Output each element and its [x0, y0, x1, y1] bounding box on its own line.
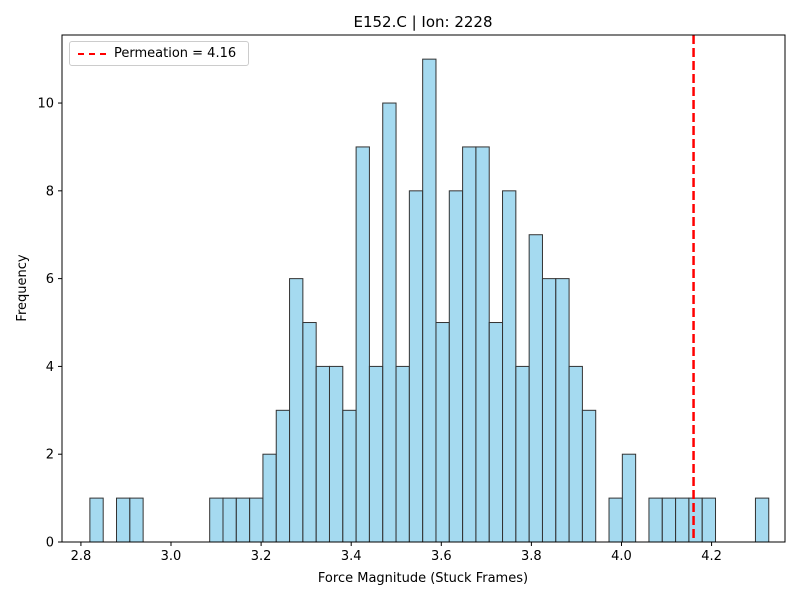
histogram-bar — [222, 497, 237, 543]
y-axis-label: Frequency — [15, 254, 30, 321]
histogram-bars — [89, 58, 770, 543]
x-tick-label: 3.0 — [161, 549, 182, 564]
histogram-bar — [289, 278, 304, 543]
histogram-bar — [701, 497, 717, 543]
histogram-bar — [568, 365, 583, 543]
histogram-bar — [661, 497, 677, 543]
histogram-bar — [275, 409, 291, 543]
histogram-bar — [621, 453, 637, 543]
histogram-bar — [502, 190, 517, 543]
histogram-bar — [129, 497, 144, 543]
x-tick-label: 3.4 — [341, 549, 362, 564]
histogram-bar — [262, 453, 277, 543]
y-tick-label: 4 — [46, 360, 54, 375]
legend: Permeation = 4.16 — [69, 41, 249, 66]
y-tick-label: 6 — [46, 272, 54, 287]
x-tick-label: 2.8 — [71, 549, 92, 564]
histogram-bar — [688, 497, 703, 543]
histogram-bar — [116, 497, 131, 543]
histogram-bar — [235, 497, 251, 543]
histogram-bar — [355, 146, 370, 543]
histogram-bar — [89, 497, 104, 543]
histogram-bar — [515, 365, 530, 543]
histogram-bar — [368, 365, 384, 543]
chart-title: E152.C | Ion: 2228 — [353, 13, 492, 31]
histogram-bar — [555, 278, 570, 543]
histogram-bar — [475, 146, 490, 543]
y-tick-label: 2 — [46, 448, 54, 463]
histogram-bar — [488, 322, 504, 543]
histogram-bar — [302, 322, 317, 543]
y-tick-label: 8 — [46, 184, 54, 199]
histogram-bar — [648, 497, 663, 543]
histogram-bar — [528, 234, 543, 543]
histogram-bar — [462, 146, 477, 543]
x-axis-ticks: 2.8 3.0 3.2 3.4 3.6 3.8 4.0 4.2 — [71, 542, 722, 564]
histogram-bar — [395, 365, 410, 543]
histogram-bar — [435, 322, 450, 543]
histogram-bar — [541, 278, 557, 543]
histogram-bar — [249, 497, 264, 543]
x-tick-label: 4.0 — [611, 549, 632, 564]
histogram-bar — [209, 497, 224, 543]
histogram-bar — [448, 190, 464, 543]
histogram-bar — [581, 409, 597, 543]
y-tick-label: 0 — [46, 536, 54, 551]
histogram-bar — [422, 58, 437, 543]
histogram-bar — [342, 409, 357, 543]
histogram-bar — [315, 365, 330, 543]
histogram-bar — [408, 190, 424, 543]
x-tick-label: 3.2 — [251, 549, 272, 564]
y-tick-label: 10 — [37, 97, 54, 112]
legend-line-swatch — [78, 53, 106, 55]
x-tick-label: 3.6 — [431, 549, 452, 564]
axes-frame — [61, 34, 786, 543]
histogram-bar — [754, 497, 770, 543]
histogram-bar — [608, 497, 623, 543]
x-axis-label: Force Magnitude (Stuck Frames) — [318, 571, 528, 586]
x-tick-label: 3.8 — [521, 549, 542, 564]
legend-label: Permeation = 4.16 — [114, 46, 237, 61]
histogram-bar — [382, 102, 397, 543]
x-tick-label: 4.2 — [701, 549, 722, 564]
histogram-bar — [675, 497, 690, 543]
histogram-bar — [328, 365, 344, 543]
y-axis-ticks: 0 2 4 6 8 10 — [37, 97, 62, 551]
